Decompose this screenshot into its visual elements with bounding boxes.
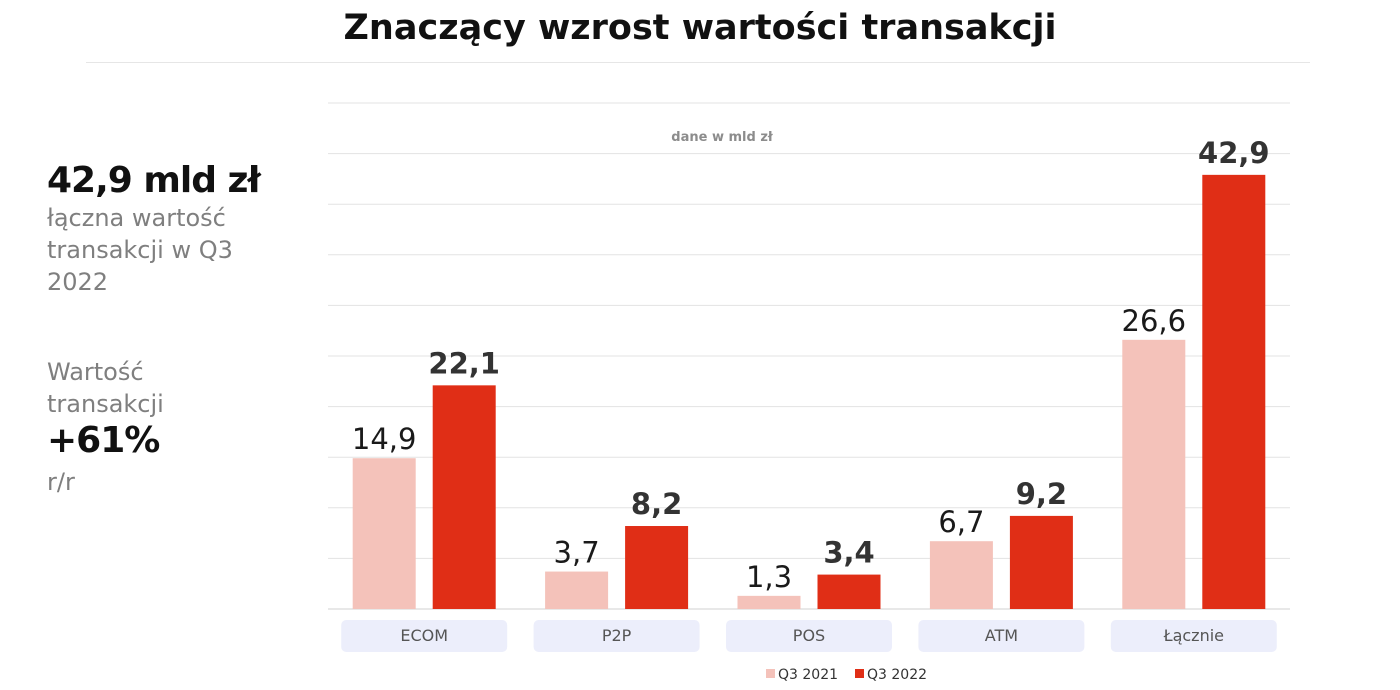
category-box — [726, 620, 892, 652]
bar-q3-2022 — [625, 526, 689, 609]
category-label: ATM — [985, 626, 1018, 645]
total-value: 42,9 mld zł — [47, 160, 261, 201]
page-title: Znaczący wzrost wartości transakcji — [343, 8, 1057, 48]
bar-q3-2022 — [1202, 174, 1266, 610]
data-label-q3-2021: 26,6 — [1122, 304, 1187, 338]
data-label-q3-2021: 14,9 — [352, 422, 417, 456]
data-label-q3-2021: 1,3 — [746, 560, 792, 594]
category-label: ECOM — [400, 626, 448, 645]
chart-annotation: dane w mld zł — [671, 130, 774, 145]
data-label-q3-2021: 6,7 — [938, 505, 984, 539]
bar-q3-2021 — [1122, 339, 1186, 609]
data-label-q3-2022: 9,2 — [1016, 477, 1067, 511]
data-label-q3-2022: 3,4 — [823, 536, 874, 570]
bar-q3-2022 — [817, 574, 881, 609]
growth-label: Wartość transakcji — [47, 358, 164, 418]
bar-q3-2021 — [352, 458, 416, 609]
growth-unit: r/r — [47, 468, 75, 496]
legend-swatch — [855, 669, 864, 678]
growth-value: +61% — [47, 420, 160, 461]
data-label-q3-2022: 8,2 — [631, 487, 682, 521]
legend-swatch — [766, 669, 775, 678]
bar-q3-2022 — [1009, 515, 1073, 609]
legend-label: Q3 2022 — [867, 667, 927, 683]
legend-label: Q3 2021 — [778, 667, 838, 683]
category-box — [1110, 620, 1277, 652]
category-box — [918, 620, 1085, 652]
category-box — [533, 620, 700, 652]
data-label-q3-2021: 3,7 — [554, 536, 600, 570]
category-box — [341, 620, 508, 652]
bar-q3-2021 — [545, 571, 609, 609]
bar-q3-2022 — [432, 385, 496, 609]
title-divider — [86, 62, 1310, 63]
chart-legend: Q3 2021 Q3 2022 — [766, 667, 927, 683]
category-axis: ECOM P2P POS ATM Łącznie — [341, 620, 1277, 652]
data-label-q3-2022: 22,1 — [428, 346, 500, 380]
category-label: POS — [793, 626, 825, 645]
bar-q3-2021 — [929, 541, 993, 609]
category-label: Łącznie — [1163, 626, 1224, 645]
total-description: łączna wartość transakcji w Q3 2022 — [47, 204, 233, 296]
bar-q3-2021 — [737, 595, 801, 609]
chart-bars: 14,9 22,1 3,7 8,2 1,3 3,4 6,7 9,2 26,6 42,9 — [352, 136, 1270, 610]
data-label-q3-2022: 42,9 — [1198, 136, 1270, 170]
category-label: P2P — [602, 626, 632, 645]
